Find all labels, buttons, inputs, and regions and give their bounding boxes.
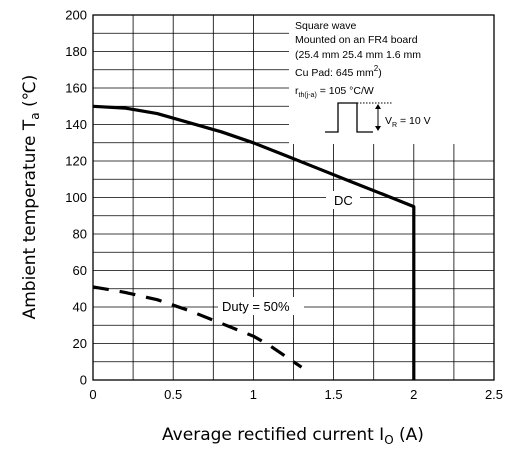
square-wave-icon	[325, 102, 373, 133]
x-axis-title: Average rectified current IO (A)	[162, 425, 424, 447]
note-rth: rth(j-a) = 105 °C/W	[295, 85, 374, 99]
tick-labels: 0 0.5 1 1.5 2 2.5 0 20 40 60 80 100 120 140 160 180 200	[65, 8, 503, 403]
series-line-dc	[92, 104, 416, 380]
y-tick-label: 60	[73, 263, 87, 278]
y-tick-label: 0	[80, 373, 87, 388]
series-label-dc: DC	[334, 193, 353, 208]
plot-frame	[92, 14, 495, 381]
x-tick-label: 2	[410, 387, 417, 402]
series-label-duty: Duty = 50%	[222, 299, 290, 314]
y-tick-label: 180	[65, 44, 87, 59]
y-tick-label: 20	[73, 336, 87, 351]
note-line-4: Cu Pad: 645 mm2)	[295, 64, 382, 79]
y-tick-label: 80	[73, 227, 87, 242]
y-tick-label: 100	[65, 190, 87, 205]
x-tick-label: 2.5	[485, 387, 503, 402]
note-vr: VR = 10 V	[385, 115, 431, 129]
y-axis-title: Ambient temperature Ta (℃)	[20, 75, 42, 320]
y-tick-label: 160	[65, 81, 87, 96]
series-line-duty-50	[92, 285, 303, 369]
x-tick-label: 1	[250, 387, 257, 402]
x-tick-label: 0	[89, 387, 96, 402]
y-tick-label: 40	[73, 300, 87, 315]
curves	[92, 104, 416, 380]
y-tick-label: 140	[65, 117, 87, 132]
y-tick-label: 200	[65, 8, 87, 23]
annotation-box: Square wave Mounted on an FR4 board (25.…	[289, 15, 494, 144]
x-tick-label: 1.5	[325, 387, 343, 402]
x-tick-label: 0.5	[164, 387, 182, 402]
note-line-2: Mounted on an FR4 board	[295, 34, 418, 46]
note-line-3: (25.4 mm 25.4 mm 1.6 mm	[295, 49, 421, 61]
y-tick-label: 120	[65, 154, 87, 169]
note-line-1: Square wave	[295, 20, 356, 32]
